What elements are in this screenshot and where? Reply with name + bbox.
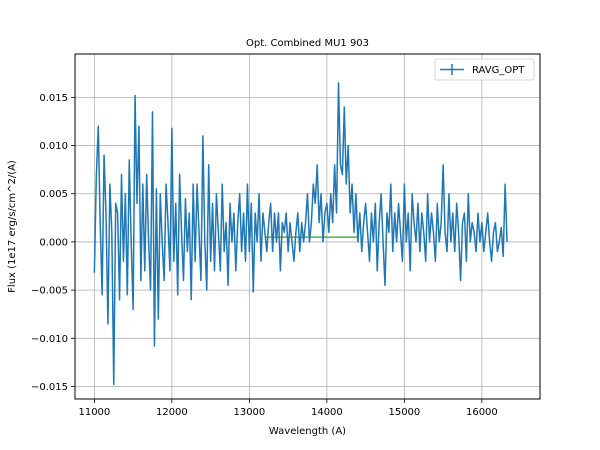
plot-area-frame: [74, 53, 541, 400]
x-tick-label: 11000: [78, 407, 110, 418]
y-axis-label: Flux (1e17 erg/s/cm^2/(A): [7, 160, 18, 293]
x-tick-label: 15000: [388, 407, 420, 418]
x-tick-label: 14000: [311, 407, 343, 418]
y-tick-label: −0.010: [31, 334, 68, 345]
legend: RAVG_OPT: [434, 58, 535, 81]
x-axis-label: Wavelength (A): [269, 426, 346, 437]
series-line-ravg-opt: [93, 82, 508, 386]
x-tick-label: 16000: [466, 407, 498, 418]
y-tick-label: 0.005: [39, 189, 68, 200]
x-tick-label: 12000: [156, 407, 188, 418]
y-tick-label: 0.015: [39, 93, 68, 104]
y-tick-label: 0.000: [39, 237, 68, 248]
x-tick-label: 13000: [233, 407, 265, 418]
y-tick-label: 0.010: [39, 141, 68, 152]
chart-title: Opt. Combined MU1 903: [246, 38, 369, 49]
legend-label: RAVG_OPT: [472, 65, 525, 76]
y-tick-label: −0.005: [31, 286, 68, 297]
ticks: 11000 12000 13000 14000 15000 16000 −0.015 −0.0…: [31, 93, 498, 418]
series-layer: [93, 82, 508, 386]
y-tick-label: −0.015: [31, 382, 68, 393]
legend-box: [434, 58, 535, 81]
